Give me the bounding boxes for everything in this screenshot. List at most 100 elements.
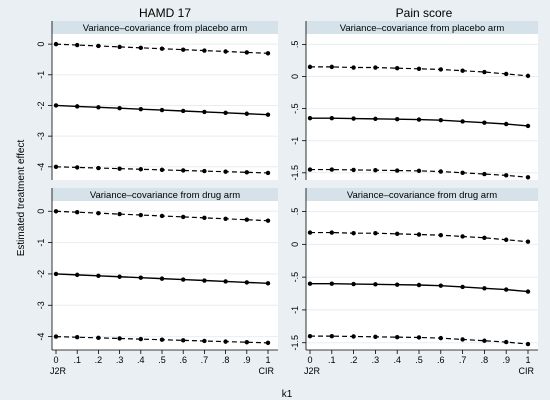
data-point — [96, 335, 101, 341]
data-point — [438, 67, 443, 72]
data-point — [329, 167, 334, 172]
y-tick-label: 0 — [290, 74, 300, 79]
y-tick-label: .5 — [290, 41, 300, 49]
chart-panel: Variance–covariance from drug arm .5 0 -.5 -… — [290, 188, 538, 376]
data-point — [482, 69, 487, 75]
data-point — [138, 212, 143, 218]
data-point — [482, 286, 487, 291]
y-tick-label: 0 — [290, 242, 300, 247]
x-tick-label: .6 — [179, 355, 187, 365]
data-point — [460, 68, 465, 73]
data-point — [96, 165, 101, 171]
x-tick-label: .3 — [116, 355, 124, 365]
data-point — [351, 334, 356, 339]
column-title-hamd: HAMD 17 — [139, 6, 191, 20]
series-line-bound — [310, 66, 529, 77]
data-point — [53, 103, 59, 108]
data-point — [395, 168, 400, 173]
data-point — [53, 334, 59, 339]
data-point — [181, 168, 186, 173]
panel-title: Variance–covariance from drug arm — [90, 190, 240, 201]
panel-title-strip — [52, 188, 278, 201]
data-point — [181, 47, 186, 52]
data-point — [307, 230, 313, 235]
data-point — [416, 117, 422, 122]
panel-title-strip — [306, 188, 538, 201]
data-point — [223, 279, 228, 284]
data-point — [223, 169, 228, 174]
data-point — [373, 334, 378, 340]
data-point — [265, 340, 271, 346]
data-point — [416, 335, 422, 340]
x-tick-label: .9 — [502, 355, 510, 365]
data-point — [460, 234, 465, 239]
data-point — [504, 339, 509, 345]
data-point — [159, 167, 165, 173]
data-point — [202, 168, 207, 174]
data-point — [117, 106, 122, 111]
data-point — [373, 168, 378, 173]
data-point — [504, 173, 509, 178]
data-point — [525, 123, 531, 129]
panel-background — [52, 21, 278, 180]
x-tick-label: .4 — [137, 355, 145, 365]
y-tick-label: .5 — [290, 208, 300, 216]
x-tick-label: .2 — [95, 355, 103, 365]
x-tick-label: .2 — [350, 355, 358, 365]
data-point — [351, 231, 356, 236]
data-point — [395, 231, 400, 237]
data-point — [504, 237, 509, 242]
data-point — [373, 65, 378, 70]
x-tick-label: .1 — [73, 355, 81, 365]
data-point — [525, 73, 531, 79]
y-tick-label: -1 — [290, 306, 300, 314]
data-point — [265, 112, 271, 117]
x-tick-label: .7 — [201, 355, 209, 365]
x-tick-label: .1 — [328, 355, 336, 365]
data-point — [244, 111, 249, 116]
data-point — [329, 230, 334, 235]
x-tick-label: .8 — [481, 355, 489, 365]
data-point — [244, 340, 249, 345]
column-title-pain: Pain score — [396, 6, 453, 20]
y-tick-label: -1.5 — [290, 335, 300, 351]
data-point — [96, 210, 101, 216]
x-tick-label: .5 — [158, 355, 166, 365]
data-point — [181, 108, 186, 114]
data-point — [438, 335, 443, 341]
data-point — [329, 333, 334, 339]
chart-panel: Variance–covariance from placebo arm 0 -1 -… — [36, 21, 278, 180]
data-point — [438, 232, 443, 238]
data-point — [307, 116, 313, 121]
data-point — [307, 64, 313, 70]
data-point — [159, 213, 165, 219]
x-tick-label: 0 — [53, 355, 58, 365]
panel-title: Variance–covariance from placebo arm — [83, 23, 248, 34]
data-point — [96, 43, 101, 49]
series-line-bound — [310, 231, 529, 243]
panel-background — [52, 188, 278, 350]
panel-title: Variance–covariance from drug arm — [347, 190, 497, 201]
x-tick-label: .7 — [459, 355, 467, 365]
x-tick-label: .3 — [372, 355, 380, 365]
y-tick-label: -3 — [36, 301, 46, 309]
data-point — [181, 214, 186, 220]
data-point — [202, 109, 207, 115]
data-point — [525, 239, 531, 244]
data-point — [504, 71, 509, 77]
data-point — [416, 168, 422, 174]
data-point — [482, 235, 487, 240]
x-end-label-left: J2R — [304, 366, 321, 376]
data-point — [244, 170, 249, 175]
y-tick-label: -4 — [36, 163, 46, 171]
y-tick-label: -4 — [36, 333, 46, 341]
data-point — [223, 216, 228, 221]
x-tick-label: .6 — [437, 355, 445, 365]
panel-title-strip — [306, 21, 538, 34]
data-point — [416, 232, 422, 237]
shared-x-axis-label: k1 — [282, 389, 293, 400]
data-point — [75, 165, 80, 170]
data-point — [307, 333, 313, 339]
data-point — [96, 273, 101, 279]
panel-background — [306, 188, 538, 350]
